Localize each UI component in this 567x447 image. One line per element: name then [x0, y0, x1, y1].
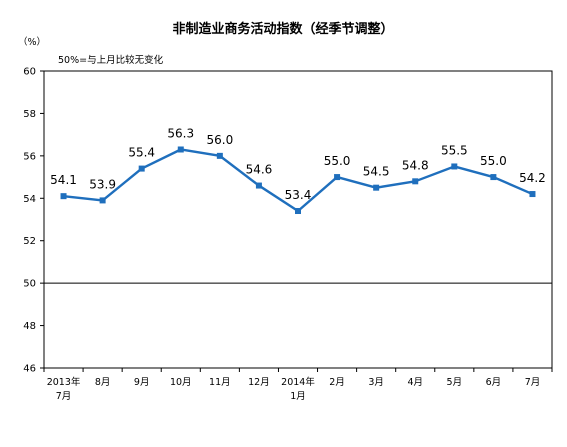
data-point	[529, 191, 536, 198]
data-point	[334, 174, 341, 181]
data-label: 55.4	[128, 146, 155, 160]
data-label: 54.2	[519, 171, 546, 185]
series-group: 54.1 53.9 55.4 56.3 56.0 54.6 53.4 55.0 54.5 54.8…	[50, 126, 546, 215]
x-tick-label: 2月	[329, 377, 345, 388]
data-point	[255, 182, 262, 189]
data-label: 56.0	[206, 133, 233, 147]
data-label: 55.0	[324, 154, 351, 168]
x-tick-label: 2014年 1月	[281, 376, 315, 402]
y-axis-ticks: 46 48 50 52 54 56 58 60	[23, 67, 44, 375]
y-tick-label: 52	[23, 236, 36, 247]
x-axis-ticks: 2013年 7月 8月 9月 10月 11月 12月 2014年 1月 2月 3月 4月 5月 6月 7月	[43, 368, 553, 402]
data-point	[451, 163, 458, 170]
x-tick-label: 4月	[407, 377, 423, 388]
y-tick-label: 58	[23, 109, 36, 120]
y-tick-label: 50	[23, 279, 36, 290]
data-label: 53.4	[285, 188, 312, 202]
plot-frame	[43, 70, 553, 369]
data-point	[99, 197, 106, 204]
data-label: 54.8	[402, 158, 429, 172]
x-tick-label: 8月	[95, 377, 111, 388]
data-point	[138, 165, 145, 172]
data-label: 54.1	[50, 173, 77, 187]
x-tick-label: 9月	[134, 377, 150, 388]
x-tick-label: 2013年 7月	[47, 376, 81, 402]
x-tick-label: 3月	[368, 377, 384, 388]
x-tick-label: 10月	[170, 377, 192, 388]
y-tick-label: 60	[23, 67, 36, 78]
reference-annotation: 50%=与上月比较无变化	[58, 54, 164, 66]
data-point	[412, 178, 419, 185]
x-tick-label: 11月	[209, 377, 231, 388]
x-tick-label: 6月	[486, 377, 502, 388]
y-tick-label: 48	[23, 321, 36, 332]
x-tick-label: 7月	[525, 377, 541, 388]
data-label: 53.9	[89, 177, 116, 191]
data-point	[177, 146, 184, 153]
data-point	[60, 193, 67, 200]
y-axis-unit-label: （%）	[18, 36, 46, 48]
data-point	[373, 184, 380, 191]
y-tick-label: 54	[23, 194, 36, 205]
x-tick-label: 12月	[248, 377, 270, 388]
chart-title: 非制造业商务活动指数（经季节调整）	[172, 21, 393, 37]
data-label: 54.5	[363, 165, 390, 179]
y-tick-label: 56	[23, 151, 36, 162]
data-label: 55.5	[441, 143, 468, 157]
data-point	[490, 174, 497, 181]
x-tick-label: 5月	[447, 377, 463, 388]
data-label: 56.3	[167, 126, 194, 140]
data-point	[295, 208, 301, 215]
y-tick-label: 46	[23, 364, 36, 375]
data-point	[216, 152, 223, 159]
data-label: 55.0	[480, 154, 507, 168]
data-label: 54.6	[246, 163, 273, 177]
